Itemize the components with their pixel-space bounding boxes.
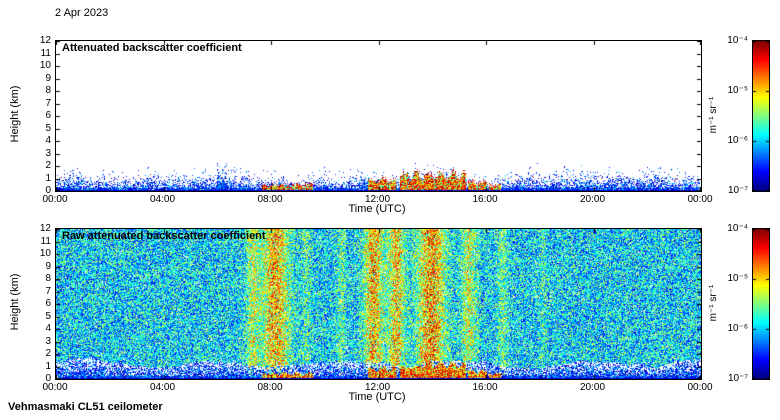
y-tick-label: 2 [45, 160, 51, 171]
y-tick-label: 10 [39, 60, 51, 71]
y-tick-label: 5 [45, 310, 51, 322]
colorbar-tick-label: 10⁻⁶ [727, 135, 748, 146]
panel2-y-axis-label: Height (km) [9, 273, 21, 331]
y-tick-label: 7 [45, 97, 51, 109]
panel1-y-axis-label: Height (km) [9, 85, 21, 143]
panel2-x-axis-label: Time (UTC) [348, 391, 406, 403]
instrument-label: Vehmasmaki CL51 ceilometer [8, 401, 163, 413]
y-tick-label: 3 [45, 335, 51, 347]
y-tick-label: 0 [45, 373, 51, 384]
colorbar-tick-label: 10⁻⁵ [727, 273, 748, 284]
x-tick-label: 08:00 [257, 194, 283, 205]
y-tick-label: 10 [39, 248, 51, 259]
y-tick-label: 11 [40, 47, 51, 59]
colorbar-2 [752, 228, 770, 380]
panel1-x-axis-label: Time (UTC) [348, 203, 406, 215]
x-tick-label: 16:00 [472, 194, 498, 205]
y-tick-label: 2 [45, 348, 51, 359]
y-tick-label: 9 [45, 72, 51, 84]
date-label: 2 Apr 2023 [55, 7, 109, 19]
y-tick-label: 1 [45, 172, 51, 184]
y-tick-label: 9 [45, 260, 51, 272]
raw-attenuated-backscatter-plot [55, 228, 702, 380]
y-tick-label: 6 [45, 298, 51, 309]
x-tick-label: 00:00 [42, 194, 68, 205]
x-tick-label: 16:00 [472, 382, 498, 393]
x-tick-label: 04:00 [149, 194, 176, 205]
y-tick-label: 0 [45, 185, 51, 196]
x-tick-label: 08:00 [257, 382, 283, 393]
y-tick-label: 4 [45, 135, 51, 146]
y-tick-label: 12 [39, 35, 51, 46]
y-tick-label: 1 [45, 360, 51, 372]
y-tick-label: 3 [45, 147, 51, 159]
colorbar-tick-label: 10⁻⁴ [727, 223, 748, 234]
x-tick-label: 12:00 [364, 382, 391, 393]
y-tick-label: 12 [39, 223, 51, 234]
x-tick-label: 12:00 [364, 194, 391, 205]
x-tick-label: 00:00 [687, 194, 713, 205]
colorbar-tick-label: 10⁻⁷ [727, 373, 748, 384]
y-tick-label: 6 [45, 110, 51, 121]
y-tick-label: 8 [45, 273, 51, 284]
colorbar-tick-label: 10⁻⁷ [727, 185, 748, 196]
colorbar-tick-label: 10⁻⁴ [727, 35, 748, 46]
x-tick-label: 20:00 [579, 194, 606, 205]
y-tick-label: 11 [40, 235, 51, 247]
y-tick-label: 4 [45, 323, 51, 334]
y-tick-label: 7 [45, 285, 51, 297]
x-tick-label: 20:00 [579, 382, 606, 393]
y-tick-label: 8 [45, 85, 51, 96]
x-tick-label: 04:00 [149, 382, 176, 393]
colorbar-1 [752, 40, 770, 192]
panel1-title: Attenuated backscatter coefficient [62, 42, 242, 54]
x-tick-label: 00:00 [687, 382, 713, 393]
colorbar-tick-label: 10⁻⁶ [727, 323, 748, 334]
panel2-title: Raw attenuated backscatter coefficient [62, 230, 266, 242]
y-tick-label: 5 [45, 122, 51, 134]
x-tick-label: 00:00 [42, 382, 68, 393]
attenuated-backscatter-plot [55, 40, 702, 192]
colorbar-tick-label: 10⁻⁵ [727, 85, 748, 96]
